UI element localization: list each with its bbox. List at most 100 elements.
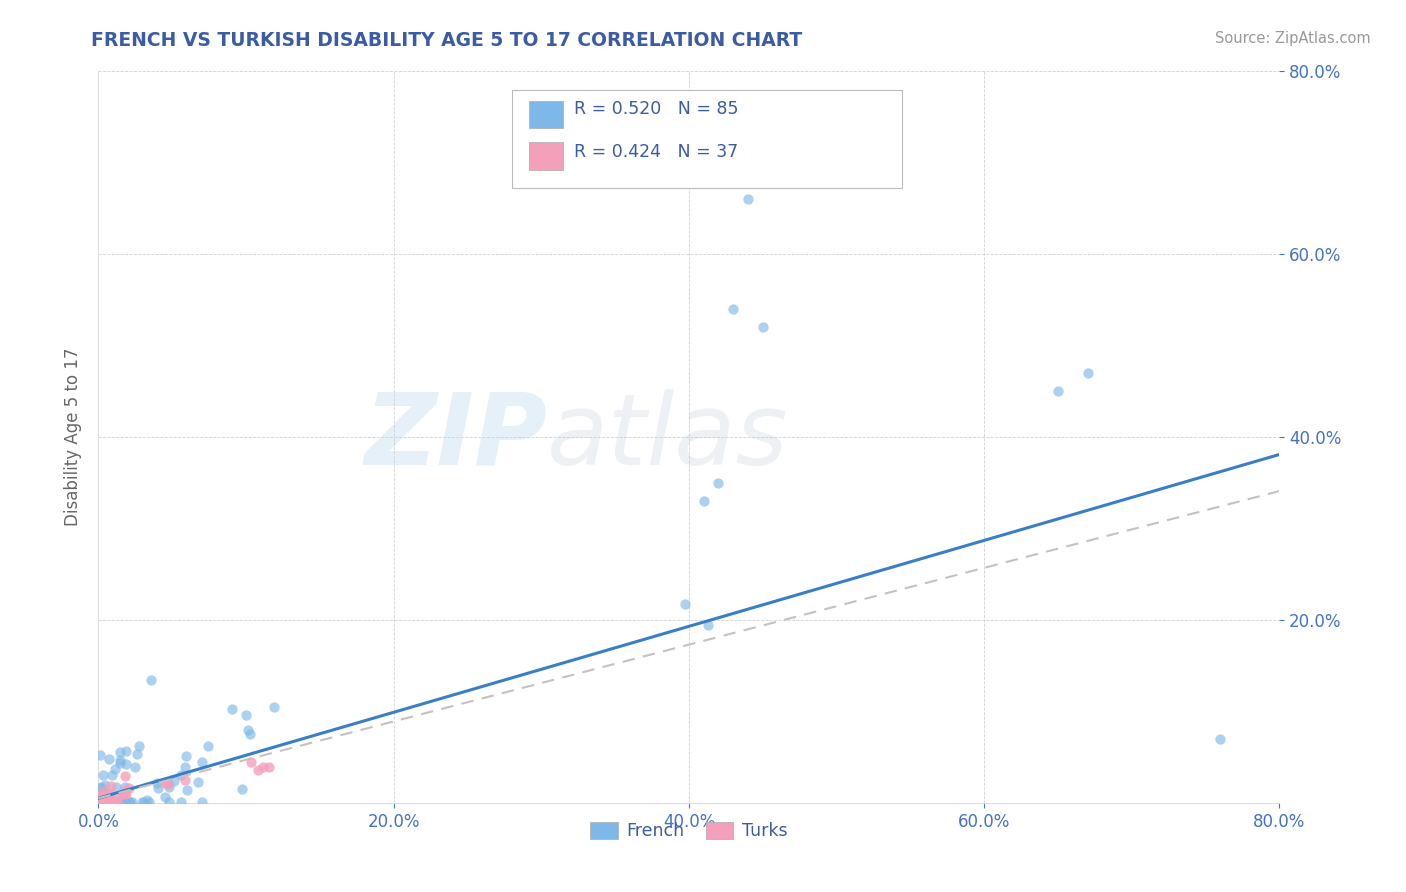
Point — [174, 772, 197, 787]
Point — [98, 795, 121, 809]
Point — [163, 773, 186, 788]
Point — [124, 760, 146, 774]
Point — [90, 795, 112, 809]
Point — [737, 192, 759, 206]
Point — [723, 301, 745, 317]
Point — [100, 795, 122, 809]
Point — [101, 795, 124, 809]
Point — [239, 727, 262, 741]
Point — [157, 795, 180, 809]
Text: atlas: atlas — [547, 389, 789, 485]
Point — [197, 739, 219, 753]
Point — [96, 795, 118, 809]
Point — [97, 795, 120, 809]
Point — [108, 745, 131, 759]
Point — [191, 755, 214, 769]
Point — [107, 795, 129, 809]
Point — [120, 795, 142, 809]
Point — [98, 789, 121, 804]
Point — [114, 783, 136, 797]
Point — [141, 673, 163, 687]
Point — [114, 795, 136, 809]
Point — [104, 780, 127, 794]
Point — [157, 780, 180, 795]
Bar — [530, 101, 562, 128]
Point — [156, 776, 179, 790]
Point — [1046, 384, 1070, 399]
Point — [235, 708, 257, 723]
Text: R = 0.424   N = 37: R = 0.424 N = 37 — [575, 143, 738, 161]
Point — [110, 756, 132, 770]
Point — [174, 759, 197, 773]
Point — [114, 756, 136, 771]
Point — [118, 780, 141, 795]
Legend: French, Turks: French, Turks — [582, 813, 796, 849]
Point — [263, 700, 285, 714]
Point — [239, 755, 262, 769]
Point — [127, 747, 149, 761]
Point — [156, 776, 179, 790]
Point — [98, 787, 121, 801]
Point — [247, 764, 270, 778]
Point — [90, 780, 112, 794]
Point — [174, 748, 197, 763]
Text: ZIP: ZIP — [364, 389, 547, 485]
Point — [89, 795, 111, 809]
Point — [91, 789, 114, 803]
Point — [146, 780, 169, 795]
Point — [89, 795, 111, 809]
Point — [114, 795, 136, 809]
Point — [89, 795, 111, 809]
Point — [97, 792, 120, 806]
Point — [90, 795, 112, 809]
Y-axis label: Disability Age 5 to 17: Disability Age 5 to 17 — [63, 348, 82, 526]
Point — [98, 795, 121, 809]
Point — [97, 795, 120, 809]
Point — [101, 768, 124, 782]
Point — [693, 494, 716, 508]
Point — [93, 767, 115, 781]
FancyBboxPatch shape — [512, 90, 901, 188]
Point — [1077, 366, 1099, 380]
Point — [231, 782, 253, 797]
Point — [114, 769, 136, 783]
Point — [132, 795, 155, 809]
Point — [138, 795, 160, 809]
Point — [93, 795, 115, 809]
Point — [94, 795, 117, 809]
Text: Source: ZipAtlas.com: Source: ZipAtlas.com — [1215, 31, 1371, 46]
Point — [221, 702, 243, 716]
Point — [1209, 731, 1232, 746]
Point — [89, 795, 111, 809]
Point — [187, 775, 209, 789]
Point — [94, 778, 117, 792]
Point — [89, 792, 111, 806]
Point — [107, 792, 129, 806]
Point — [115, 744, 138, 758]
Point — [89, 795, 111, 809]
Point — [97, 792, 120, 806]
Point — [114, 787, 136, 801]
Point — [93, 795, 115, 809]
Point — [155, 775, 177, 789]
Point — [98, 752, 121, 766]
Point — [93, 785, 115, 799]
Point — [170, 768, 193, 782]
Point — [91, 795, 114, 809]
Point — [89, 795, 111, 809]
Point — [128, 739, 150, 753]
Point — [93, 784, 115, 798]
Point — [98, 795, 121, 809]
Point — [91, 794, 114, 808]
Point — [89, 780, 111, 795]
Point — [112, 784, 135, 798]
Point — [114, 780, 136, 794]
Point — [94, 795, 117, 809]
Point — [153, 790, 176, 805]
Point — [91, 795, 114, 809]
Point — [752, 320, 775, 334]
Point — [259, 760, 281, 774]
Point — [673, 597, 696, 611]
Point — [136, 793, 159, 807]
Point — [190, 795, 212, 809]
